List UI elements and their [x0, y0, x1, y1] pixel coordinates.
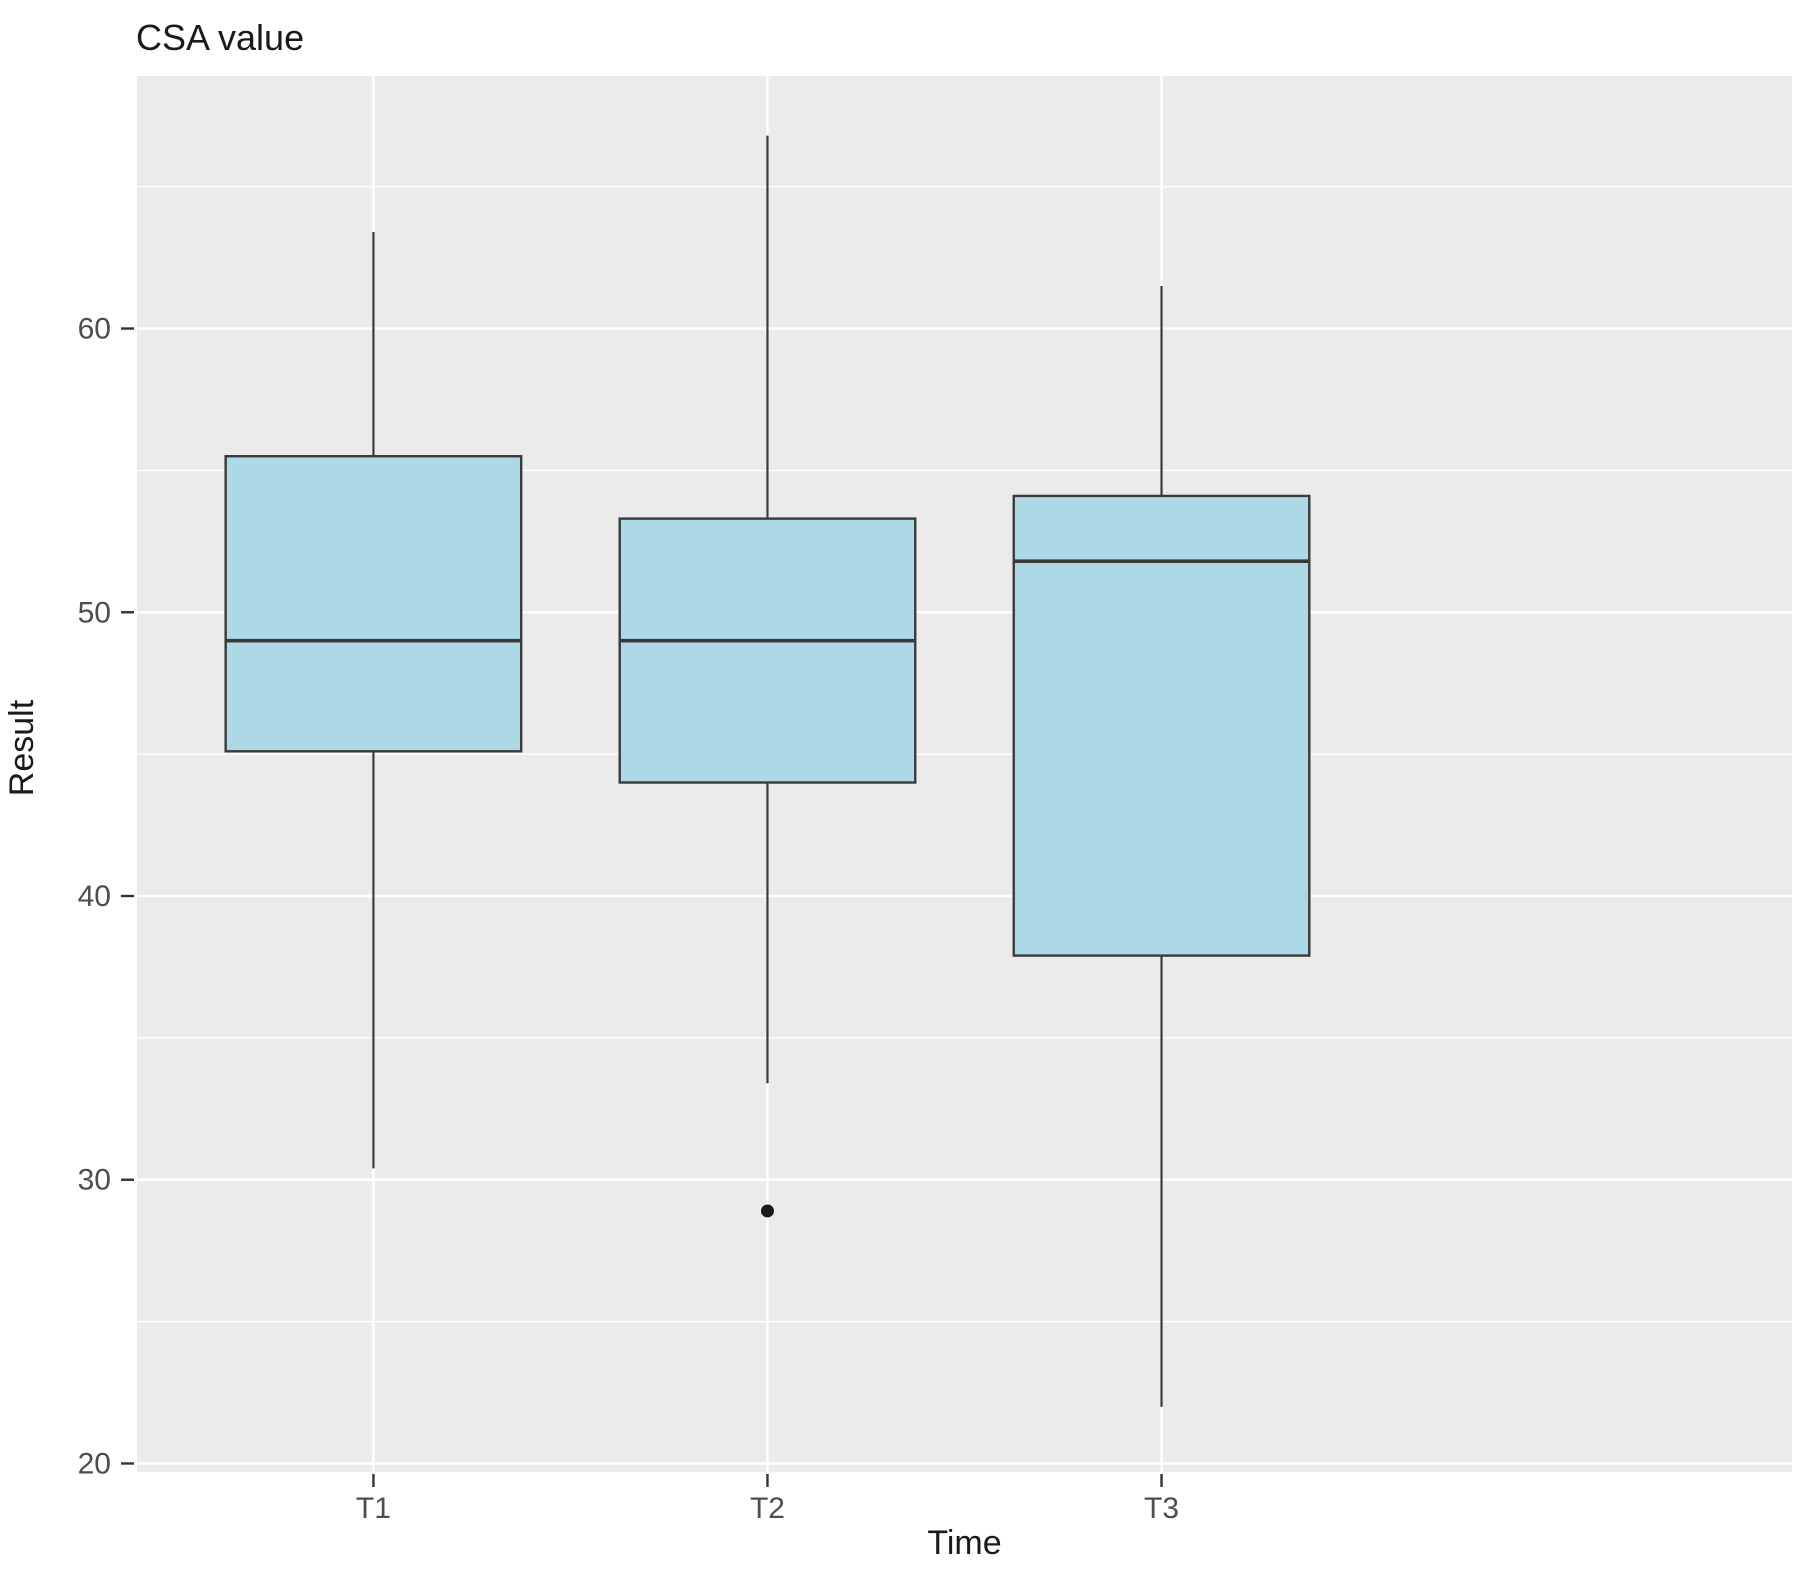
y-tick-label-60: 60 [78, 313, 111, 346]
x-axis-title: Time [927, 1524, 1002, 1562]
box-T3 [1012, 494, 1311, 957]
box-T1 [224, 455, 523, 753]
y-tick-label-20: 20 [78, 1447, 111, 1480]
y-tick-label-50: 50 [78, 596, 111, 629]
x-tick-label-T1: T1 [356, 1492, 391, 1525]
outlier-T2 [760, 1204, 774, 1218]
box-T2 [618, 517, 917, 784]
x-tick-label-T3: T3 [1144, 1492, 1179, 1525]
x-tick-label-T2: T2 [750, 1492, 785, 1525]
plot-panel [137, 76, 1792, 1472]
y-axis-title: Result [3, 699, 41, 797]
y-tick-label-30: 30 [78, 1164, 111, 1197]
y-tick-label-40: 40 [78, 880, 111, 913]
chart-title: CSA value [136, 17, 305, 58]
